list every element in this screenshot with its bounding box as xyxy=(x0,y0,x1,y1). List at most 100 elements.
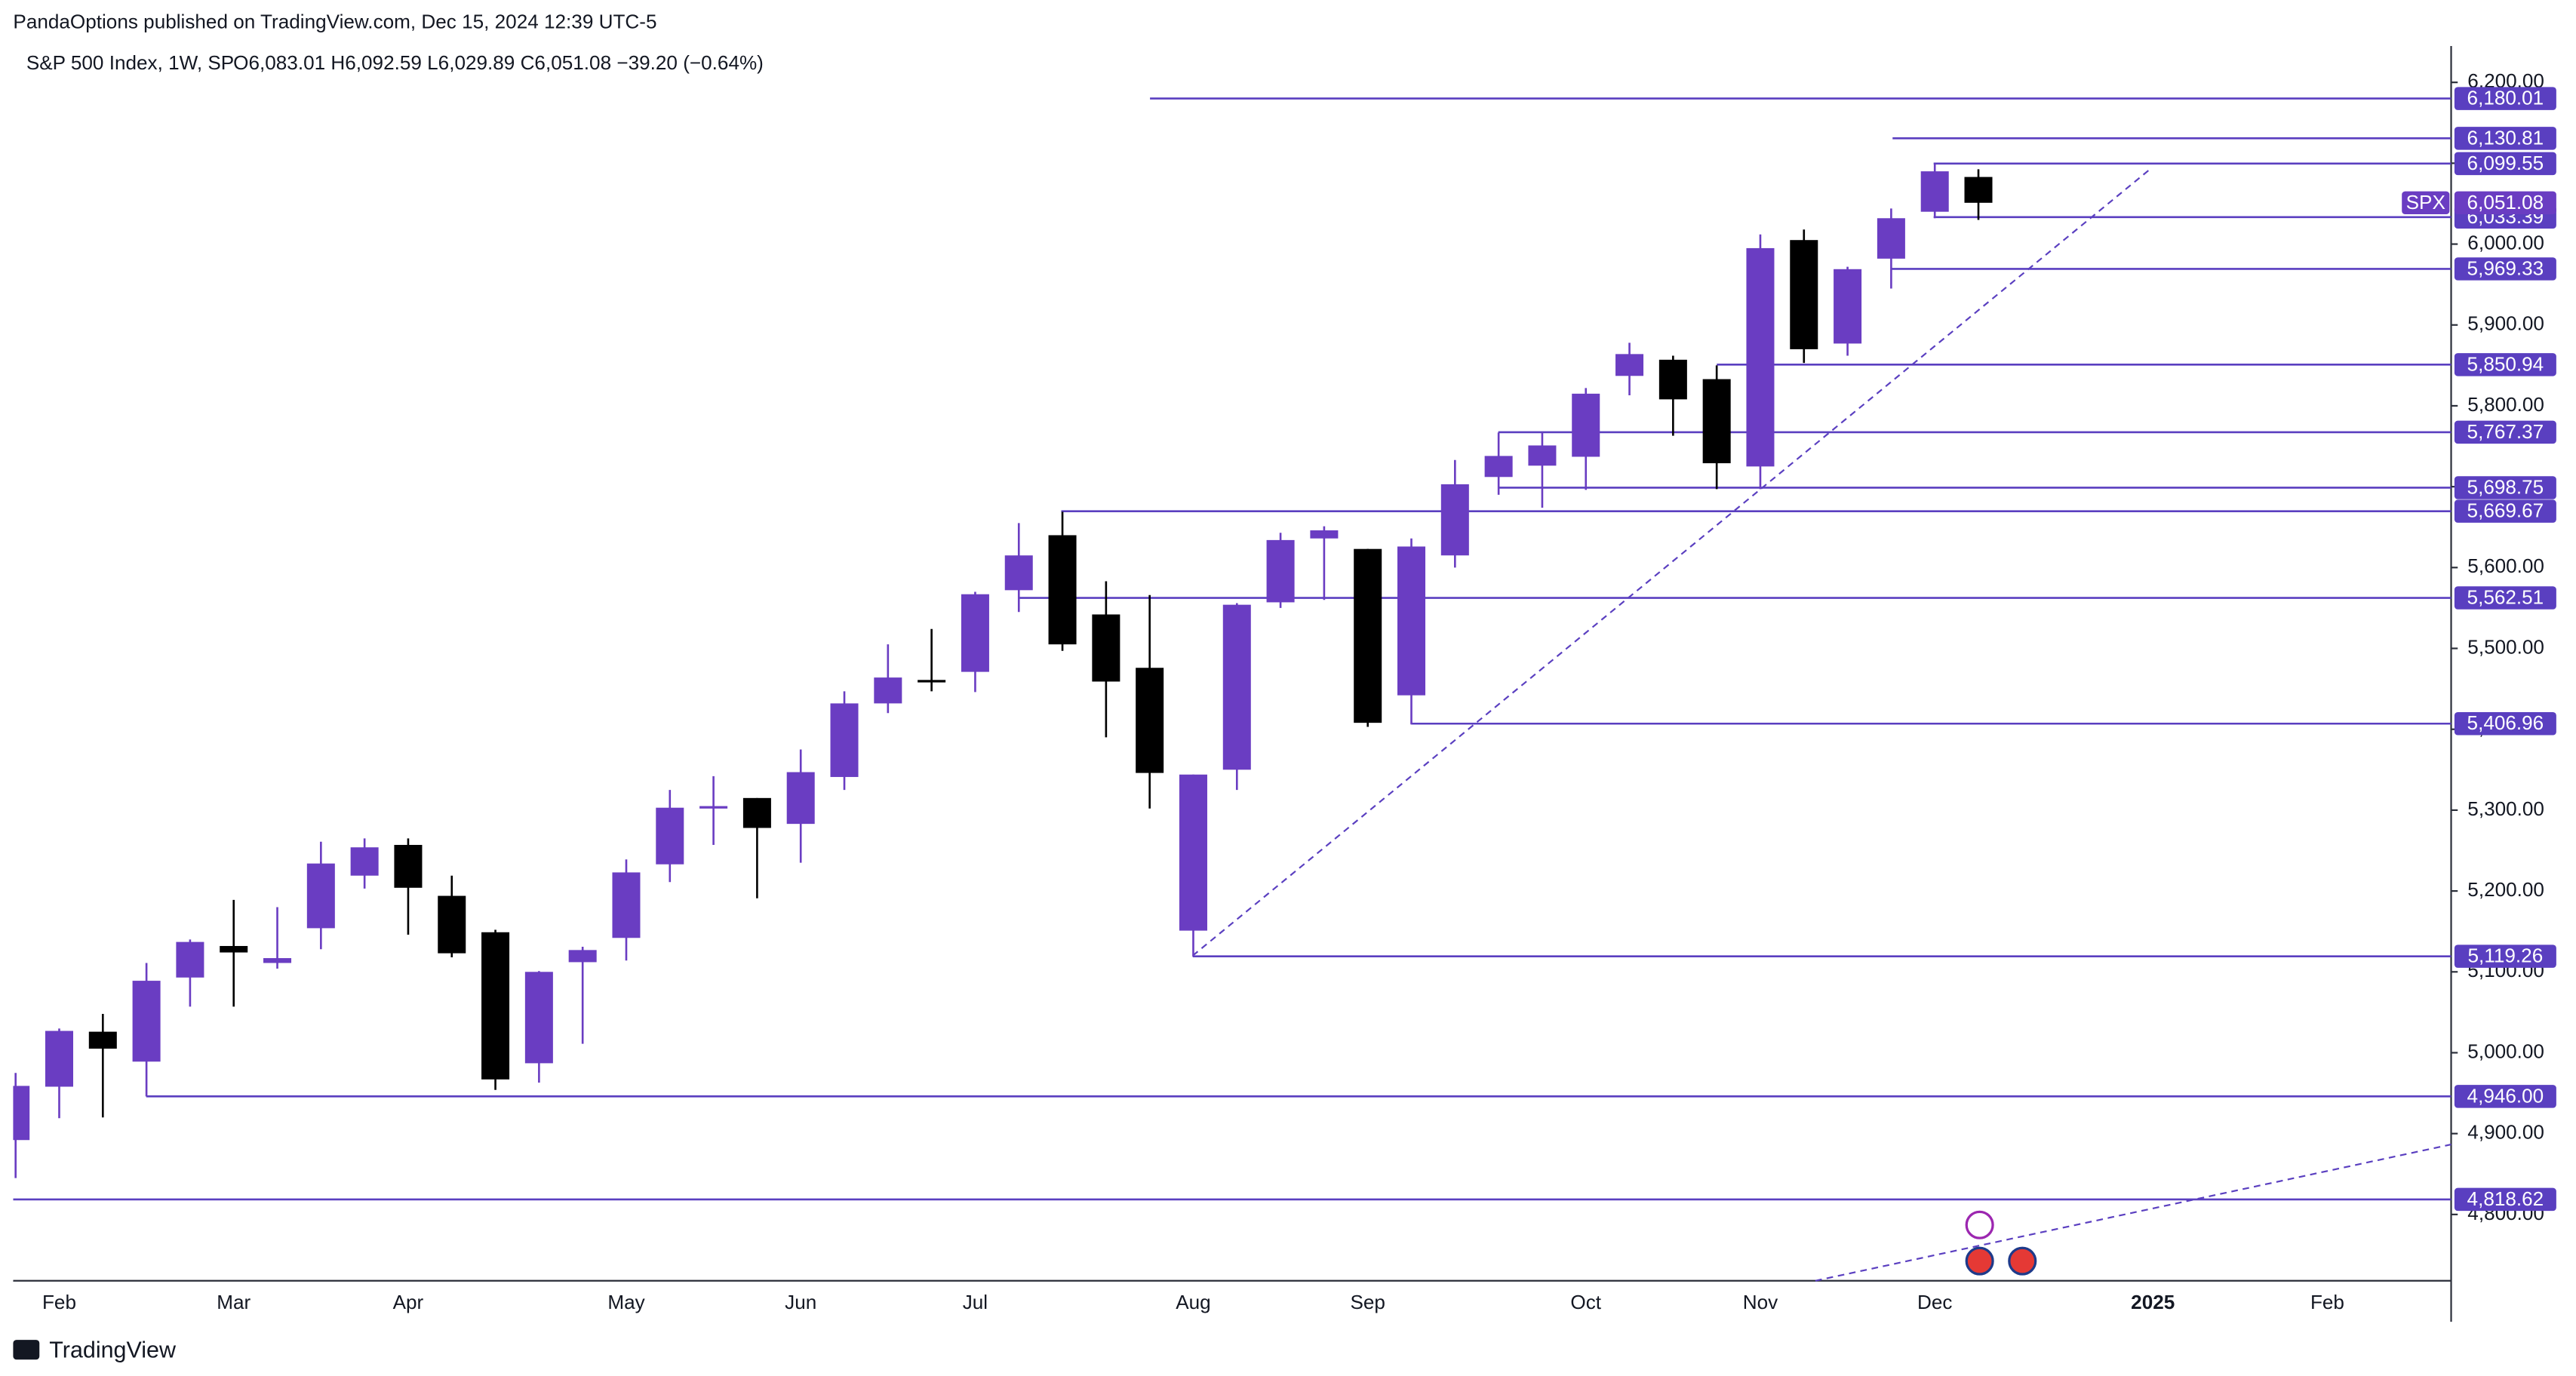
candle-body xyxy=(1222,604,1251,770)
level-tag xyxy=(2454,152,2556,176)
candle-body xyxy=(1920,171,1949,212)
event-icon xyxy=(2008,1246,2037,1276)
candle-body xyxy=(438,895,466,954)
candle-body xyxy=(656,807,684,865)
candle-body xyxy=(1440,484,1469,556)
candle-body xyxy=(1528,445,1557,466)
left-edge xyxy=(0,45,14,1281)
brand-logo xyxy=(13,1340,40,1360)
candle-body xyxy=(1702,379,1731,464)
y-tick-label: 4,900.00 xyxy=(2467,1121,2544,1144)
candle-body xyxy=(1746,247,1775,467)
candle-body xyxy=(394,844,423,888)
x-tick-label: Dec xyxy=(1917,1291,1952,1313)
candle-body xyxy=(132,981,161,1062)
x-tick-label: Aug xyxy=(1176,1291,1210,1313)
candle-body xyxy=(918,680,946,683)
candle-body xyxy=(1179,774,1207,931)
candle-body xyxy=(961,594,989,672)
x-tick-label: Sep xyxy=(1350,1291,1385,1313)
candle-body xyxy=(1004,555,1033,591)
publisher-line: PandaOptions published on TradingView.co… xyxy=(13,10,656,32)
level-tag-label: 6,130.81 xyxy=(2467,126,2544,149)
candle-body xyxy=(1136,668,1164,773)
candle-body xyxy=(45,1030,73,1087)
candle-body xyxy=(568,950,597,963)
level-tag xyxy=(2454,1187,2556,1212)
candle-body xyxy=(524,972,553,1064)
y-tick-label: 5,900.00 xyxy=(2467,312,2544,335)
candle-body xyxy=(742,797,771,828)
level-tag-label: 5,850.94 xyxy=(2467,352,2544,375)
candle-body xyxy=(1397,546,1426,696)
y-tick-label: 5,200.00 xyxy=(2467,878,2544,901)
candle-body xyxy=(263,958,292,963)
level-tag xyxy=(2454,499,2556,523)
candle-body xyxy=(786,772,815,825)
level-tag-label: 6,099.55 xyxy=(2467,152,2544,174)
y-tick-label: 6,000.00 xyxy=(2467,231,2544,253)
brand: TradingView xyxy=(13,1337,177,1362)
price-levels xyxy=(13,97,2452,1201)
candle-body xyxy=(830,703,859,777)
level-tag-label: 5,406.96 xyxy=(2467,711,2544,734)
level-tag-label: 5,698.75 xyxy=(2467,475,2544,498)
level-tag-label: 5,562.51 xyxy=(2467,586,2544,609)
last-price-tag xyxy=(2454,191,2556,215)
candle-body xyxy=(874,677,902,704)
candle-body xyxy=(481,932,510,1080)
y-tick-label: 5,800.00 xyxy=(2467,393,2544,416)
level-tag-label: 5,767.37 xyxy=(2467,420,2544,443)
candle-body xyxy=(699,806,728,809)
event-icon xyxy=(1965,1210,1994,1239)
candle-body xyxy=(1354,548,1382,723)
candles xyxy=(2,164,1993,1178)
x-tick-label: Oct xyxy=(1570,1291,1601,1313)
x-tick-label: May xyxy=(607,1291,644,1313)
level-tag-label: 4,946.00 xyxy=(2467,1084,2544,1107)
candle-body xyxy=(176,941,204,978)
y-tick-label: 5,000.00 xyxy=(2467,1040,2544,1062)
symbol-tag-label: SPX xyxy=(2406,191,2445,213)
x-tick-label: Apr xyxy=(393,1291,424,1313)
level-tag xyxy=(2454,353,2556,376)
level-tag xyxy=(2454,87,2556,110)
candle-body xyxy=(1658,359,1687,400)
candle-body xyxy=(88,1031,117,1049)
x-tick-label: Nov xyxy=(1743,1291,1778,1313)
level-tag xyxy=(2454,586,2556,610)
x-tick-label: Feb xyxy=(2310,1291,2344,1313)
x-tick-label: Jul xyxy=(963,1291,988,1313)
ohlc-legend: O6,083.01 H6,092.59 L6,029.89 C6,051.08 … xyxy=(233,51,764,74)
level-tag-label: 5,969.33 xyxy=(2467,256,2544,279)
symbol-title: S&P 500 Index, 1W, SP xyxy=(26,51,234,74)
candle-body xyxy=(1484,456,1513,478)
event-icon xyxy=(1965,1246,1994,1276)
x-tick-label: Jun xyxy=(785,1291,816,1313)
y-tick-label: 5,500.00 xyxy=(2467,635,2544,658)
level-tag xyxy=(2454,257,2556,281)
level-tag-label: 5,119.26 xyxy=(2468,944,2544,967)
candle-body xyxy=(1572,393,1600,457)
candle-body xyxy=(1048,535,1077,645)
brand-name: TradingView xyxy=(49,1337,177,1362)
last-price-label: 6,051.08 xyxy=(2467,191,2544,213)
candle-body xyxy=(1790,240,1818,349)
candle-body xyxy=(350,847,379,876)
candle-body xyxy=(1834,269,1862,344)
x-tick-label: Feb xyxy=(42,1291,76,1313)
candle-body xyxy=(1964,177,1993,203)
y-tick-label: 5,300.00 xyxy=(2467,797,2544,820)
candle-body xyxy=(612,872,641,938)
trendline xyxy=(1815,1144,2452,1282)
candle-body xyxy=(306,863,335,929)
candle-body xyxy=(1310,530,1339,539)
candle-body xyxy=(1877,218,1905,259)
level-tag xyxy=(2454,944,2556,968)
candle-body xyxy=(1266,539,1295,603)
level-tag xyxy=(2454,127,2556,150)
event-icons xyxy=(1965,1210,2037,1276)
level-tag xyxy=(2454,1085,2556,1108)
